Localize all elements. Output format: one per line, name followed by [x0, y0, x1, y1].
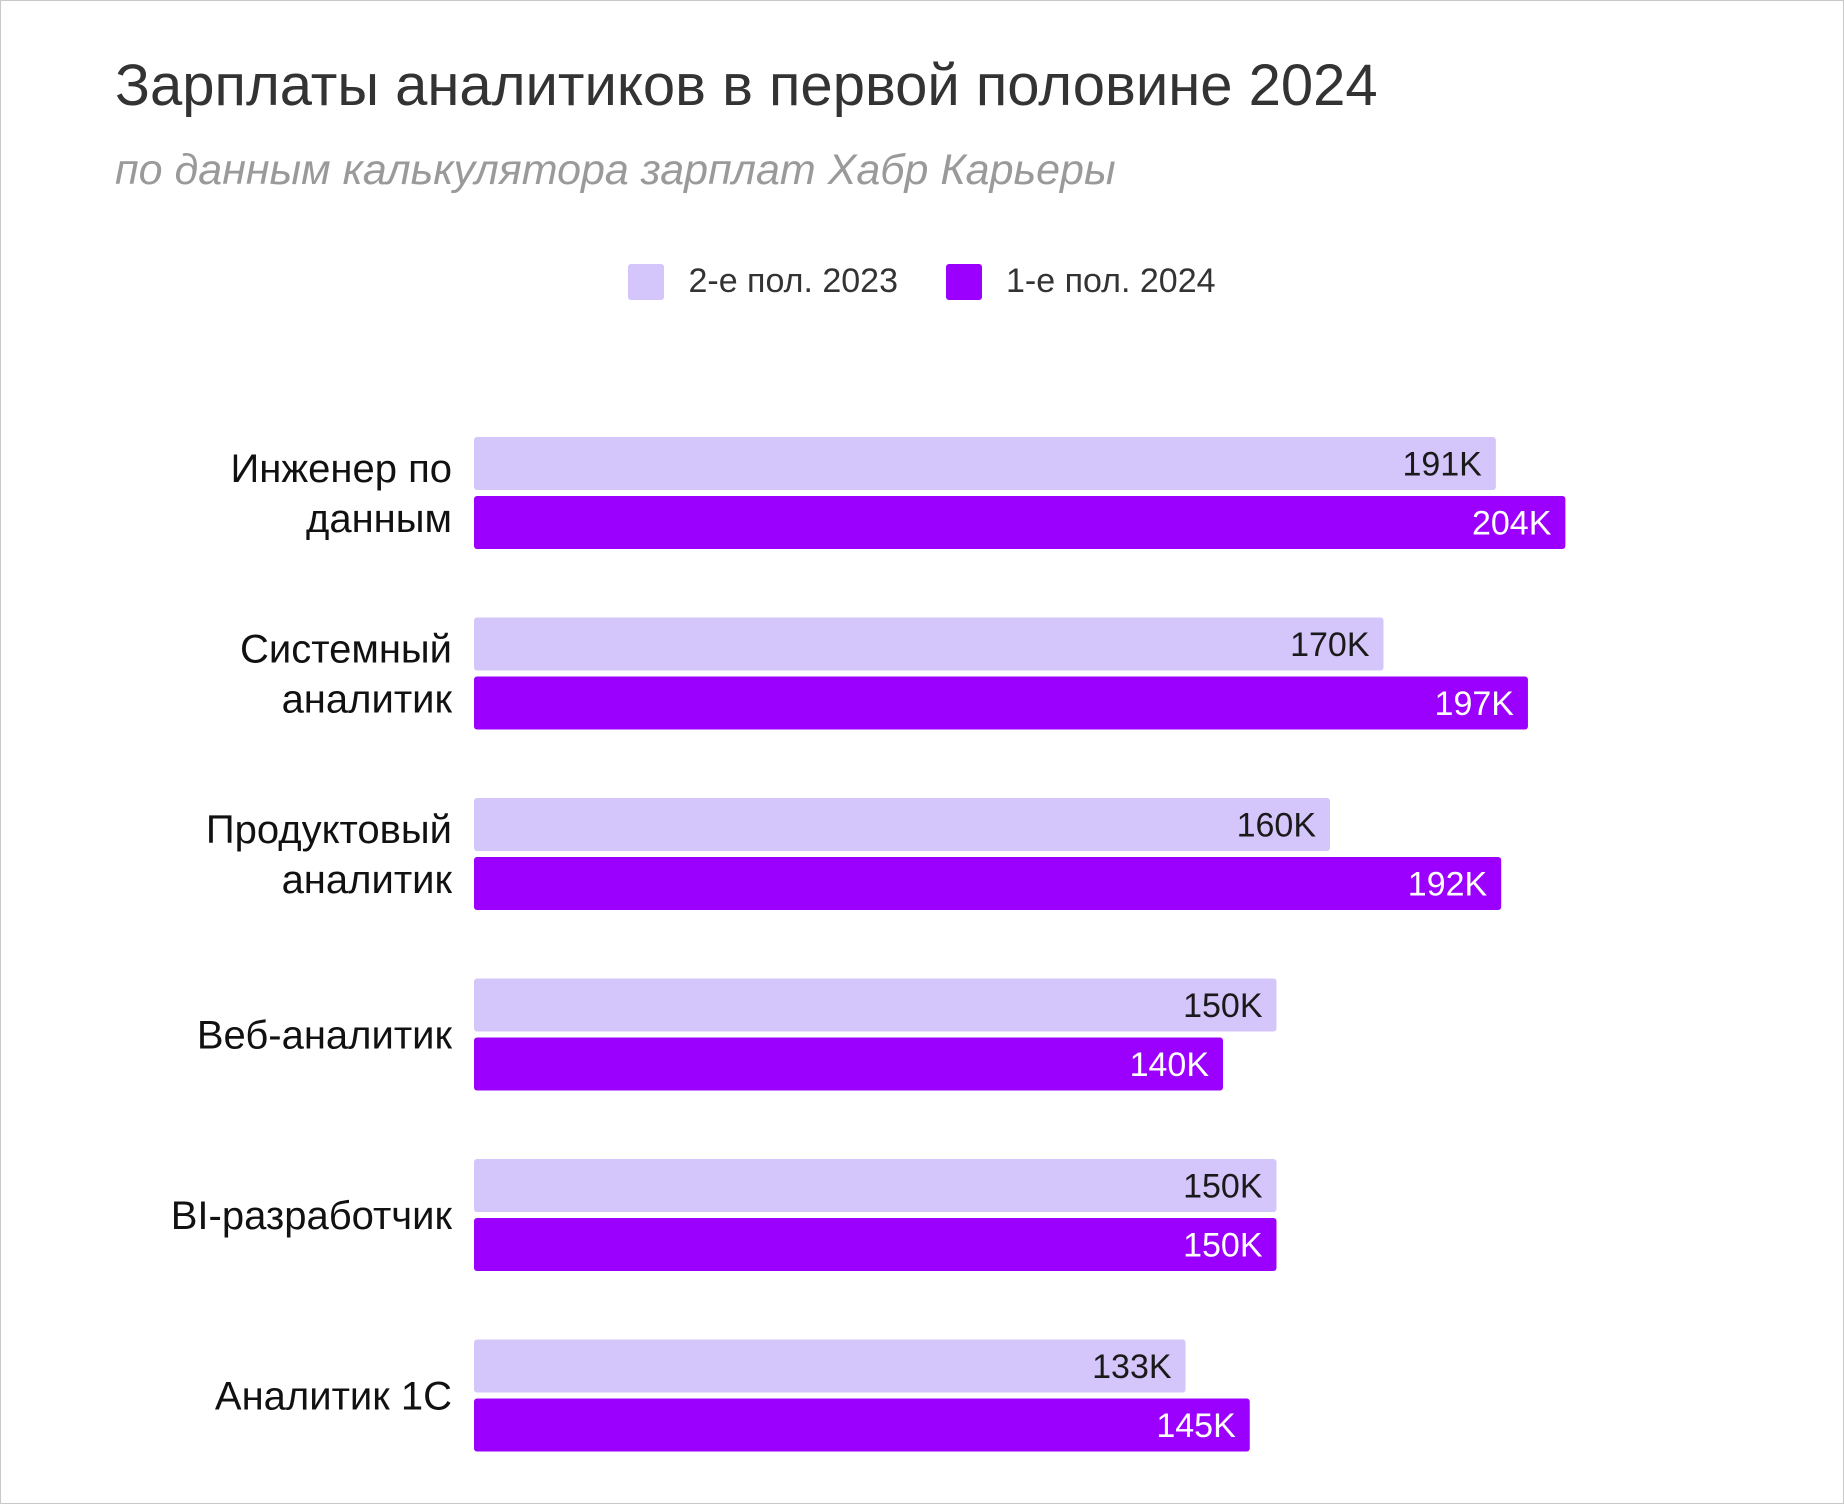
bar-value-label: 150K [1183, 1168, 1263, 1206]
category-label-line: Продуктовый [206, 808, 452, 852]
category-label: Веб-аналитик [197, 1014, 453, 1058]
category-label: BI-разработчик [171, 1194, 453, 1238]
legend-swatch-2024 [946, 263, 982, 300]
bar-value-label: 150K [1183, 1227, 1263, 1265]
bar [474, 1037, 1223, 1091]
bar-value-label: 150K [1183, 987, 1263, 1025]
category-label-line: аналитик [282, 678, 453, 722]
category-label-line: Аналитик 1С [215, 1375, 452, 1419]
bar-value-label: 170K [1290, 626, 1370, 664]
category-label-line: аналитик [282, 858, 453, 902]
bar-value-label: 133K [1092, 1348, 1172, 1386]
legend-swatch-2023 [628, 263, 665, 300]
bar-value-label: 191K [1402, 446, 1482, 484]
bar-value-label: 145K [1156, 1407, 1236, 1445]
category-label: Продуктовый аналитик [206, 808, 453, 902]
category-label-line: данным [306, 497, 452, 541]
bar [474, 798, 1330, 851]
category-label: Аналитик 1С [215, 1375, 452, 1419]
category-label: Инженер по данным [231, 447, 452, 541]
legend-item-2024: 1-е пол. 2024 [946, 262, 1216, 301]
bar [474, 1218, 1277, 1271]
bar [474, 1339, 1186, 1393]
bar [474, 676, 1528, 730]
bar [474, 978, 1277, 1032]
category-label-line: BI-разработчик [171, 1194, 453, 1238]
bar-value-label: 140K [1130, 1046, 1210, 1084]
chart-title: Зарплаты аналитиков в первой половине 20… [115, 53, 1378, 118]
category-label: Системный аналитик [240, 628, 453, 722]
bar-value-label: 197K [1435, 685, 1515, 723]
legend-label-2023: 2-е пол. 2023 [688, 262, 898, 300]
category-label-line: Инженер по [231, 447, 452, 491]
bar [474, 437, 1496, 490]
bar-value-label: 204K [1472, 505, 1552, 543]
chart-subtitle: по данным калькулятора зарплат Хабр Карь… [115, 146, 1116, 194]
bar-value-label: 192K [1408, 866, 1488, 904]
legend-label-2024: 1-е пол. 2024 [1006, 262, 1216, 300]
chart-legend: 2-е пол. 2023 1-е пол. 2024 [0, 262, 1844, 301]
bar [474, 617, 1384, 671]
bar [474, 1398, 1250, 1452]
bar-value-label: 160K [1237, 807, 1317, 845]
category-label-line: Системный [240, 628, 452, 672]
category-label-line: Веб-аналитик [197, 1014, 453, 1058]
bar [474, 1159, 1277, 1212]
bar [474, 857, 1502, 910]
bar [474, 496, 1566, 549]
legend-item-2023: 2-е пол. 2023 [628, 262, 898, 301]
